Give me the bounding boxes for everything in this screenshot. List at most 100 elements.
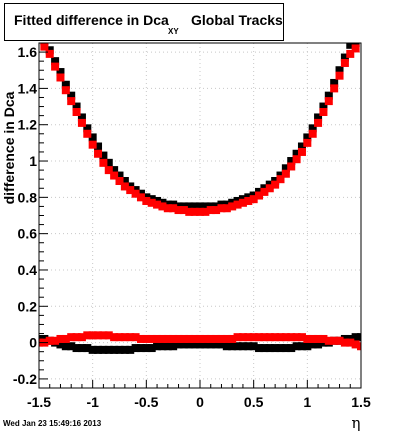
y-tick-label: 0.8 [18,189,38,205]
data-point [201,340,210,349]
data-point [340,338,349,347]
data-point [217,340,226,349]
data-point [292,155,301,164]
data-point [169,204,178,213]
data-point [163,342,172,351]
data-point [126,333,135,342]
data-point [185,334,194,343]
data-point [212,340,221,349]
data-point [147,334,156,343]
timestamp: Wed Jan 23 15:49:16 2013 [3,419,102,428]
data-point [297,147,306,156]
data-point [308,334,317,343]
data-point [104,331,113,340]
x-tick-label: 0 [196,394,204,410]
data-point [340,53,349,62]
data-point [94,345,103,354]
series-1-red [40,43,360,216]
chart-title: Fitted difference in Dca [14,12,169,28]
data-point [244,333,253,342]
data-point [56,73,65,82]
data-point [51,57,60,66]
data-point [185,340,194,349]
data-point [142,344,151,353]
x-tick-label: -1.5 [27,394,51,410]
data-point [201,334,210,343]
data-point [281,333,290,342]
data-point [126,186,135,195]
data-point [136,334,145,343]
data-point [357,333,361,342]
data-point [297,333,306,342]
data-point [56,68,65,77]
data-point [83,344,92,353]
data-point [281,164,290,173]
data-point [212,334,221,343]
data-point [88,133,97,142]
y-tick-label: 1.2 [18,117,38,133]
data-point [51,62,60,71]
data-point [287,162,296,171]
data-point [104,345,113,354]
data-point [196,334,204,343]
data-point [308,124,317,133]
data-point [314,334,323,343]
data-point [94,142,103,151]
data-point [104,158,113,167]
data-point [228,202,237,211]
data-point [196,202,204,211]
data-point [67,97,76,106]
data-point [115,333,124,342]
data-point [276,344,285,353]
data-point [153,334,162,343]
data-point [56,334,65,343]
data-point [174,206,183,215]
data-point [260,344,269,353]
data-point [179,340,188,349]
data-point [217,334,226,343]
data-point [169,334,178,343]
data-point [56,340,65,349]
data-point [233,200,242,209]
data-point [228,342,237,351]
data-point [110,345,119,354]
data-point [110,166,119,175]
data-point [131,189,140,198]
data-point [271,180,280,189]
data-point [88,331,97,340]
data-point [222,342,231,351]
data-point [99,345,108,354]
y-axis-label: difference in Dca [1,91,17,204]
data-point [94,149,103,158]
data-point [72,344,81,353]
data-point [61,334,70,343]
series-0-black [40,43,360,211]
data-point [67,333,76,342]
data-point [217,204,226,213]
data-point [255,191,264,200]
data-point [77,344,86,353]
data-point [77,333,86,342]
chart-title-subscript: XY [168,27,179,36]
data-point [185,202,194,211]
data-point [142,334,151,343]
data-point [45,336,54,345]
data-point [61,80,70,89]
data-point [110,171,119,180]
data-point [238,342,247,351]
data-point [120,333,129,342]
x-axis-label: η [352,414,361,432]
x-axis: -1.5 -1 -0.5 0 0.5 1 1.5 [27,380,371,410]
data-point [174,334,183,343]
data-point [265,333,274,342]
data-point [249,195,258,204]
data-point [94,331,103,340]
data-point [319,108,328,116]
data-point [340,58,349,67]
data-point [303,334,312,343]
data-point [281,169,290,178]
x-tick-label: 1 [303,394,311,410]
data-point [190,334,199,343]
data-point [330,336,339,345]
chart-title-tail: Global Tracks [191,12,283,28]
